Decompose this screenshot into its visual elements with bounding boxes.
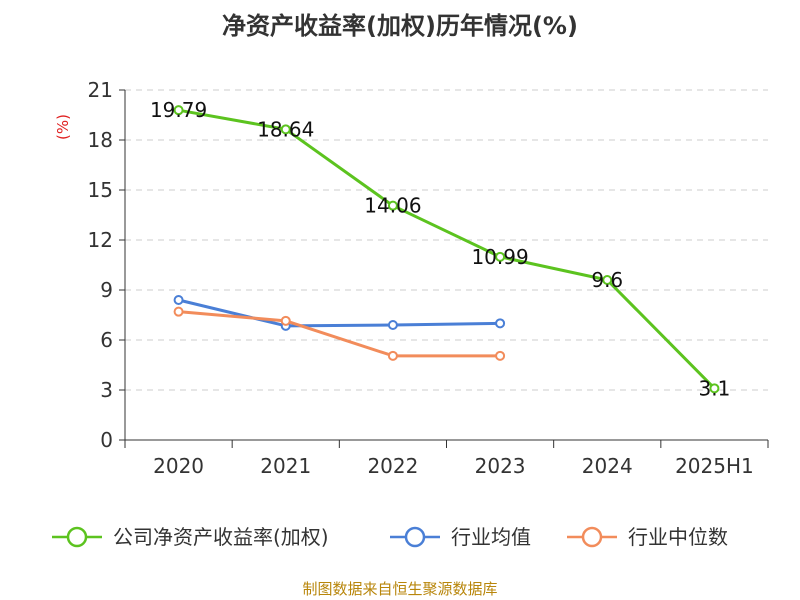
legend-marker-icon [404, 526, 426, 548]
data-point [602, 275, 613, 285]
data-label: 3.1 [699, 376, 731, 400]
data-point [280, 315, 291, 326]
x-tick-label: 2025H1 [675, 454, 754, 478]
y-tick-label: 6 [100, 328, 113, 352]
y-tick-label: 21 [88, 78, 113, 102]
data-label: 18.64 [257, 117, 314, 141]
data-labels: 19.79 18.64 14.06 10.99 9.6 3.1 [150, 98, 730, 400]
data-point [280, 124, 291, 135]
x-tick-label: 2023 [475, 454, 526, 478]
data-point [173, 306, 184, 317]
x-tick-label: 2022 [367, 454, 418, 478]
y-axis-label: (%) [54, 114, 72, 140]
y-tick-label: 9 [100, 278, 113, 302]
data-label: 14.06 [364, 194, 421, 218]
y-tick-label: 15 [88, 178, 113, 202]
y-tick-label: 0 [100, 428, 113, 452]
data-label: 10.99 [471, 245, 528, 269]
data-point [173, 105, 184, 116]
data-label: 19.79 [150, 98, 207, 122]
data-point [387, 350, 398, 361]
data-point [495, 350, 506, 361]
gridlines [125, 89, 768, 391]
data-label: 9.6 [591, 268, 623, 292]
legend-marker-icon [66, 526, 88, 548]
legend-label: 行业中位数 [628, 525, 728, 549]
legend: 公司净资产收益率(加权) 行业均值 行业中位数 [52, 525, 728, 549]
data-point [495, 251, 506, 262]
series-line-1 [178, 298, 501, 328]
legend-label: 行业均值 [451, 525, 531, 549]
data-point [387, 200, 398, 211]
chart-title: 净资产收益率(加权)历年情况(%) [222, 12, 578, 40]
data-point [387, 320, 398, 330]
legend-marker-icon [581, 526, 603, 548]
x-tick-label: 2024 [582, 454, 633, 478]
y-tick-label: 18 [88, 128, 113, 152]
legend-label: 公司净资产收益率(加权) [113, 525, 329, 549]
data-point [495, 318, 506, 329]
y-tick-label: 3 [100, 378, 113, 402]
data-point [173, 295, 184, 305]
x-tick-label: 2021 [260, 454, 311, 478]
source-note: 制图数据来自恒生聚源数据库 [302, 580, 497, 598]
axes: 0 3 6 9 12 15 18 21 2020 2021 2022 2023 2024 2025H1 [88, 78, 769, 478]
series-line-0 [178, 108, 716, 390]
data-point [709, 383, 720, 394]
y-tick-label: 12 [88, 228, 113, 252]
x-tick-label: 2020 [153, 454, 204, 478]
series-line-2 [178, 310, 501, 358]
series-group [173, 105, 720, 394]
